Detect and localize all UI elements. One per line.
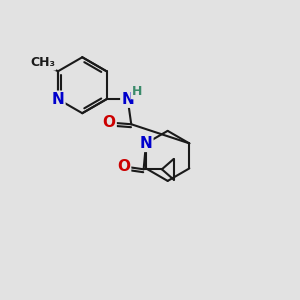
Text: H: H xyxy=(132,85,142,98)
Text: N: N xyxy=(52,92,64,107)
Text: O: O xyxy=(103,115,116,130)
Text: O: O xyxy=(117,159,130,174)
Text: CH₃: CH₃ xyxy=(30,56,55,70)
Text: N: N xyxy=(121,92,134,107)
Text: N: N xyxy=(140,136,152,151)
